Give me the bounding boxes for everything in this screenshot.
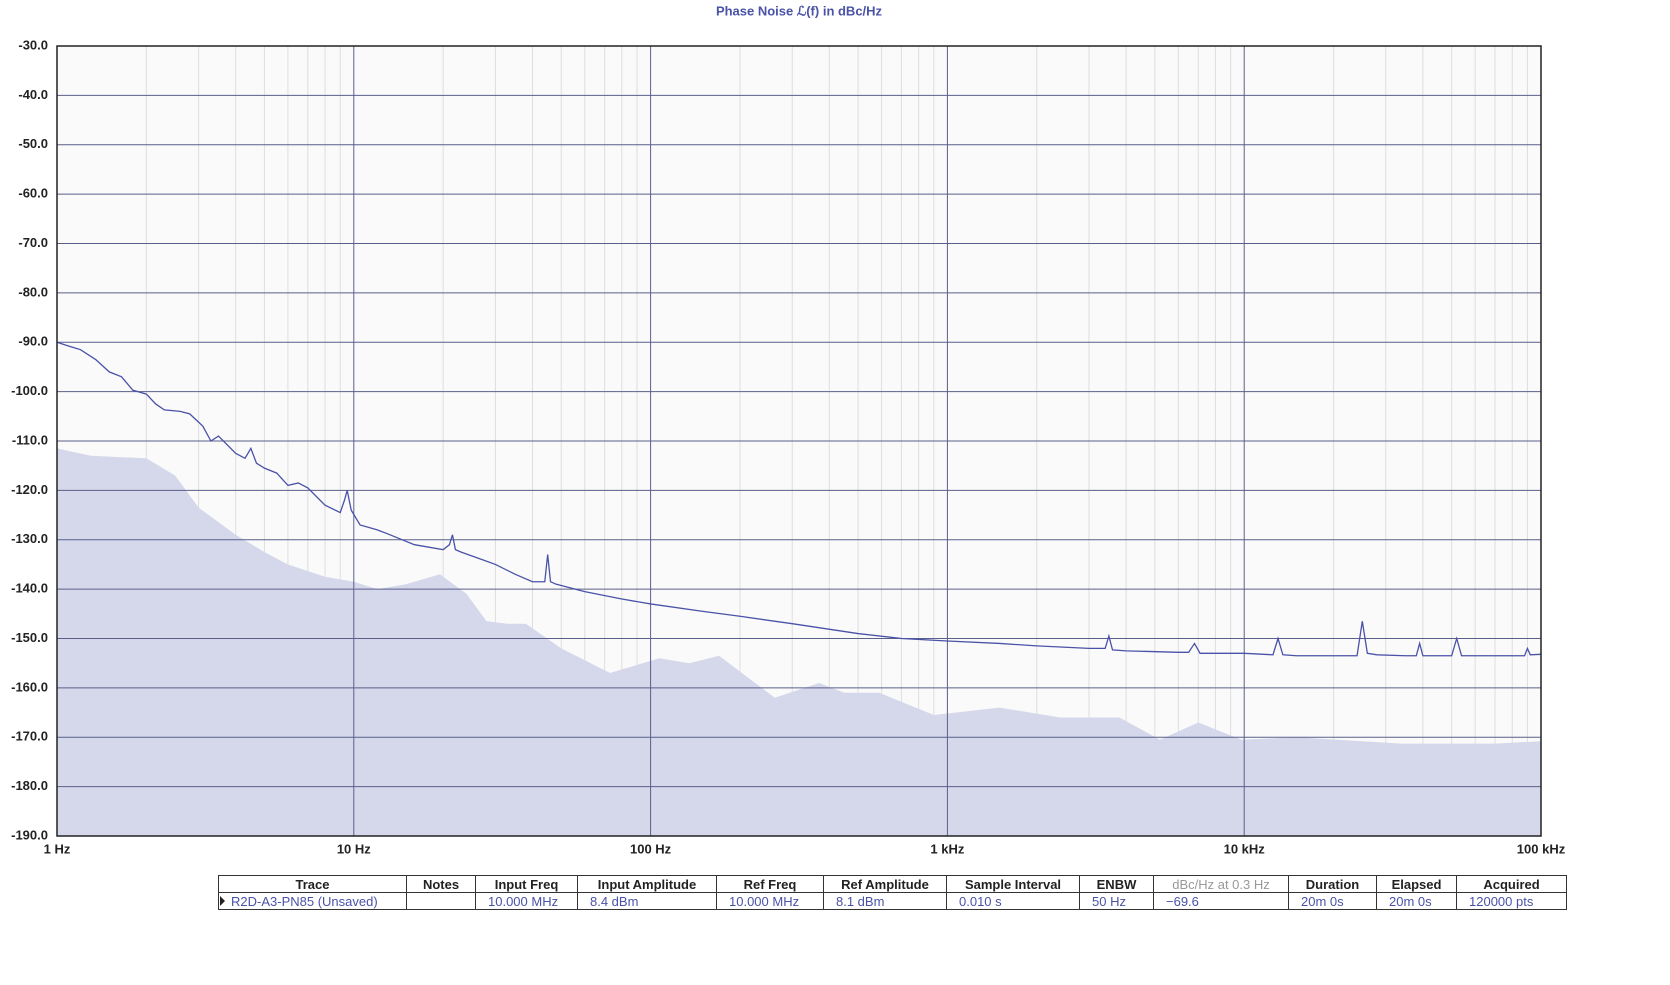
data-cell: 50 Hz	[1079, 892, 1154, 910]
data-cell: −69.6	[1153, 892, 1289, 910]
x-tick-label: 10 Hz	[337, 841, 371, 856]
header-cell: Ref Freq	[716, 875, 824, 893]
data-cell: 8.4 dBm	[577, 892, 717, 910]
info-table: Trace Notes Input Freq Input Amplitude Ref F…	[218, 875, 1567, 910]
data-cell: 120000 pts	[1456, 892, 1567, 910]
chart-title: Phase Noise ℒ(f) in dBc/Hz	[716, 3, 883, 18]
y-tick-label: -30.0	[18, 37, 48, 52]
data-cell: 20m 0s	[1288, 892, 1377, 910]
data-cell: 10.000 MHz	[475, 892, 578, 910]
y-tick-label: -130.0	[11, 531, 48, 546]
line	[56, 341, 1542, 657]
header-cell: Trace	[218, 875, 407, 893]
area	[57, 448, 1541, 836]
header-cell: Sample Interval	[946, 875, 1080, 893]
y-tick-label: -50.0	[18, 136, 48, 151]
data-row: R2D-A3-PN85 (Unsaved) 10.000 MHz 8.4 dBm 10…	[218, 892, 1567, 910]
header-cell: Elapsed	[1376, 875, 1457, 893]
data-cell: 20m 0s	[1376, 892, 1457, 910]
data-cell: 8.1 dBm	[823, 892, 947, 910]
y-tick-label: -180.0	[11, 778, 48, 793]
header-cell: Ref Amplitude	[823, 875, 947, 893]
header-cell: Notes	[406, 875, 476, 893]
x-tick-label: 100 Hz	[630, 841, 672, 856]
header-cell: Input Freq	[475, 875, 578, 893]
y-tick-label: -90.0	[18, 334, 48, 349]
plot-border	[56, 45, 1542, 837]
y-tick-label: -60.0	[18, 186, 48, 201]
y-tick-label: -170.0	[11, 729, 48, 744]
x-tick-label: 1 Hz	[44, 841, 71, 856]
header-cell: dBc/Hz at 0.3 Hz	[1153, 875, 1289, 893]
y-tick-label: -80.0	[18, 284, 48, 299]
data-cell: 0.010 s	[946, 892, 1080, 910]
y-tick-label: -40.0	[18, 87, 48, 102]
header-row: Trace Notes Input Freq Input Amplitude Ref F…	[218, 875, 1567, 893]
data-cell: 10.000 MHz	[716, 892, 824, 910]
data-cell: R2D-A3-PN85 (Unsaved)	[218, 892, 407, 910]
x-tick-label: 1 kHz	[930, 841, 964, 856]
header-cell: Acquired	[1456, 875, 1567, 893]
header-cell: Input Amplitude	[577, 875, 717, 893]
y-tick-label: -100.0	[11, 383, 48, 398]
x-tick-label: 10 kHz	[1224, 841, 1266, 856]
x-tick-label: 100 kHz	[1517, 841, 1566, 856]
y-tick-label: -110.0	[12, 432, 48, 447]
y-tick-label: -140.0	[11, 581, 48, 596]
y-tick-label: -160.0	[11, 679, 48, 694]
y-tick-label: -150.0	[11, 630, 48, 645]
header-cell: ENBW	[1079, 875, 1154, 893]
y-tick-label: -120.0	[11, 482, 48, 497]
row-marker	[220, 896, 225, 906]
header-cell: Duration	[1288, 875, 1377, 893]
data-cell	[406, 892, 476, 910]
chart: Phase Noise ℒ(f) in dBc/Hz -30.0 -40.0 -50…	[11, 3, 1566, 856]
y-tick-label: -190.0	[11, 827, 48, 842]
y-tick-label: -70.0	[18, 235, 48, 250]
